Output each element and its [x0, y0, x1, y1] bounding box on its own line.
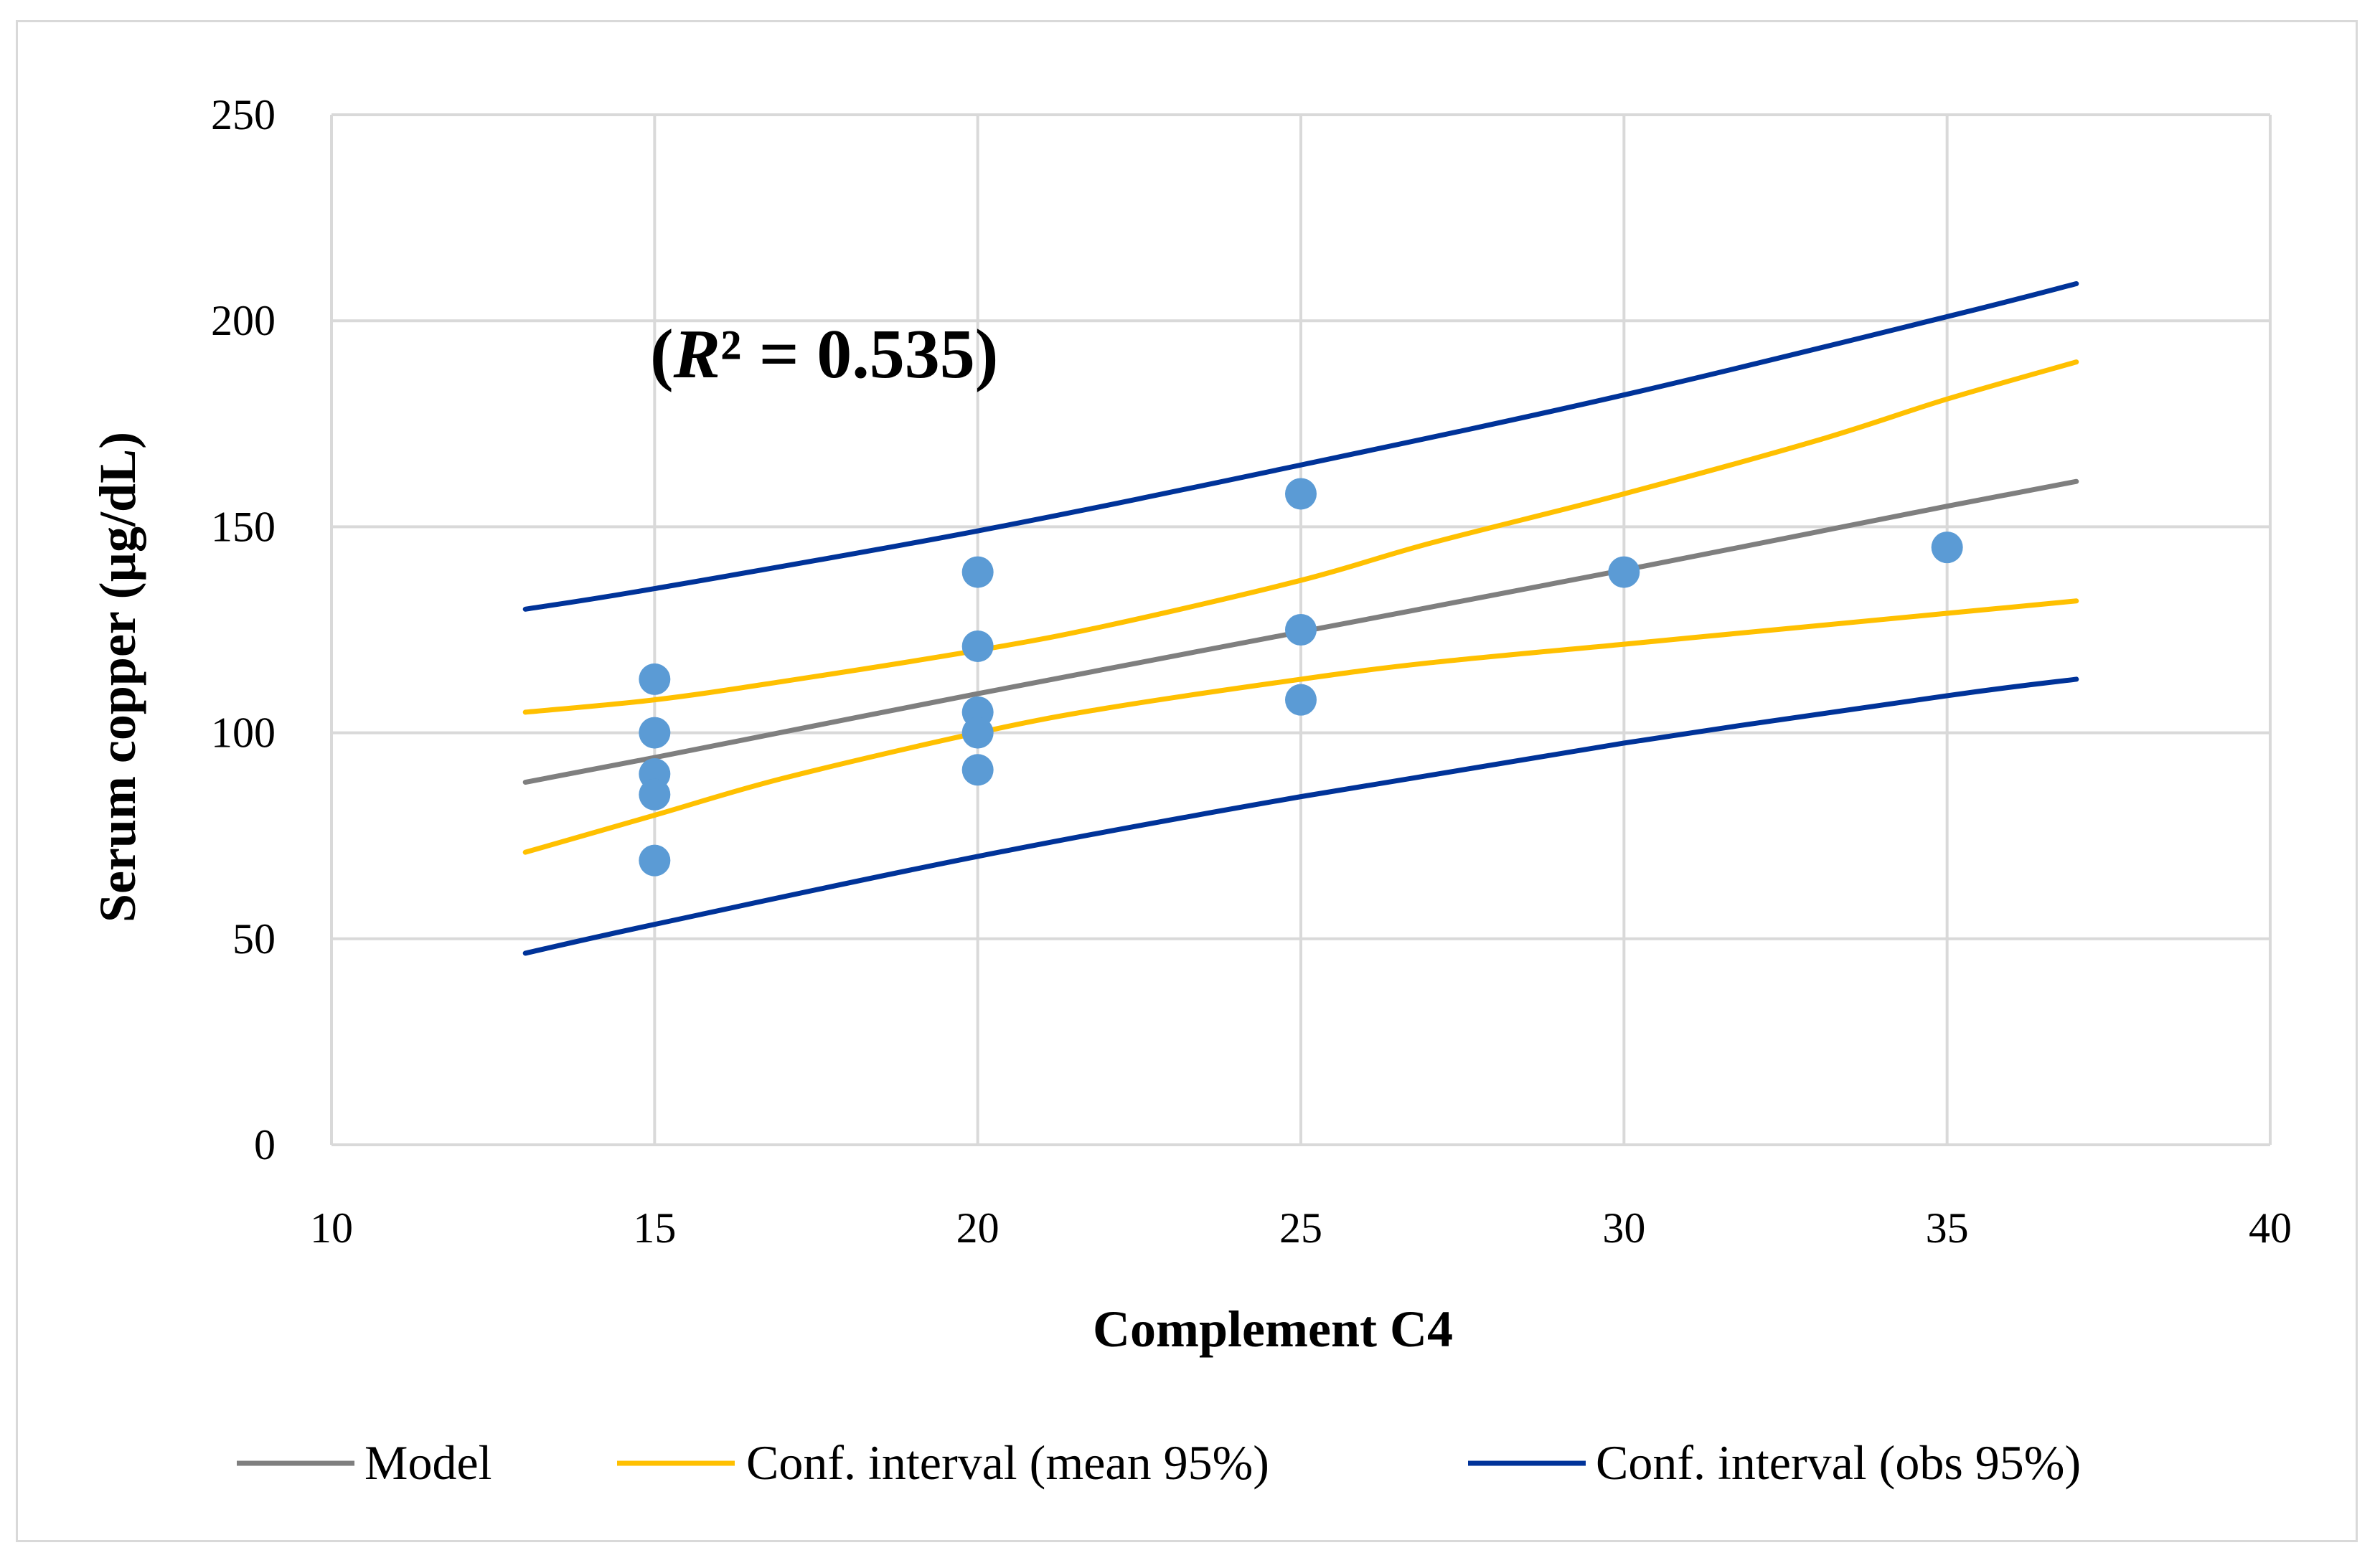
series-lines [522, 281, 2079, 956]
y-tick-label: 200 [211, 297, 276, 344]
x-axis-title: Complement C4 [1093, 1300, 1453, 1358]
x-tick-label: 35 [1926, 1204, 1969, 1252]
y-axis-title: Serum copper (µg/dL) [89, 432, 146, 922]
data-point [639, 717, 671, 749]
x-tick-label: 20 [956, 1204, 999, 1252]
data-point [961, 754, 994, 786]
annotation-symbol: R [673, 316, 720, 393]
x-tick-label: 15 [633, 1204, 676, 1252]
y-tick-label: 150 [211, 503, 276, 550]
y-tick-label: 50 [232, 915, 276, 963]
scatter-points [639, 478, 1963, 877]
y-tick-label: 100 [211, 709, 276, 757]
x-tick-label: 25 [1279, 1204, 1322, 1252]
data-point [639, 844, 671, 877]
data-point [1285, 684, 1317, 716]
data-point [639, 663, 671, 695]
x-tick-label: 40 [2249, 1204, 2292, 1252]
x-tick-label: 30 [1602, 1204, 1645, 1252]
annotation-rest: ² = 0.535) [720, 316, 998, 393]
y-tick-label: 0 [254, 1121, 276, 1168]
data-point [961, 717, 994, 749]
series-conf-interval-obs-95-lower [522, 676, 2079, 956]
data-point [961, 630, 994, 662]
y-tick-label: 250 [211, 91, 276, 138]
legend: Model Conf. interval (mean 95%) Conf. in… [237, 1435, 2081, 1490]
data-point [961, 556, 994, 588]
series-conf-interval-mean-95-lower [522, 598, 2079, 855]
series-conf-interval-obs-95-upper [522, 281, 2079, 612]
data-point [1608, 556, 1640, 588]
legend-label-mean-ci: Conf. interval (mean 95%) [746, 1435, 1269, 1490]
legend-label-obs-ci: Conf. interval (obs 95%) [1596, 1435, 2081, 1490]
annotation-open: ( [650, 316, 674, 393]
tick-labels: 0 50 100 150 200 250 10 15 20 25 30 35 40 [211, 91, 2292, 1252]
r-squared-annotation: (R² = 0.535) [650, 316, 998, 393]
x-tick-label: 10 [310, 1204, 353, 1252]
legend-label-model: Model [364, 1435, 492, 1490]
data-point [1285, 478, 1317, 510]
series-conf-interval-mean-95-upper [522, 359, 2079, 715]
data-point [1285, 614, 1317, 646]
chart-frame [16, 20, 2358, 1542]
data-point [1931, 532, 1963, 564]
data-point [639, 778, 671, 811]
